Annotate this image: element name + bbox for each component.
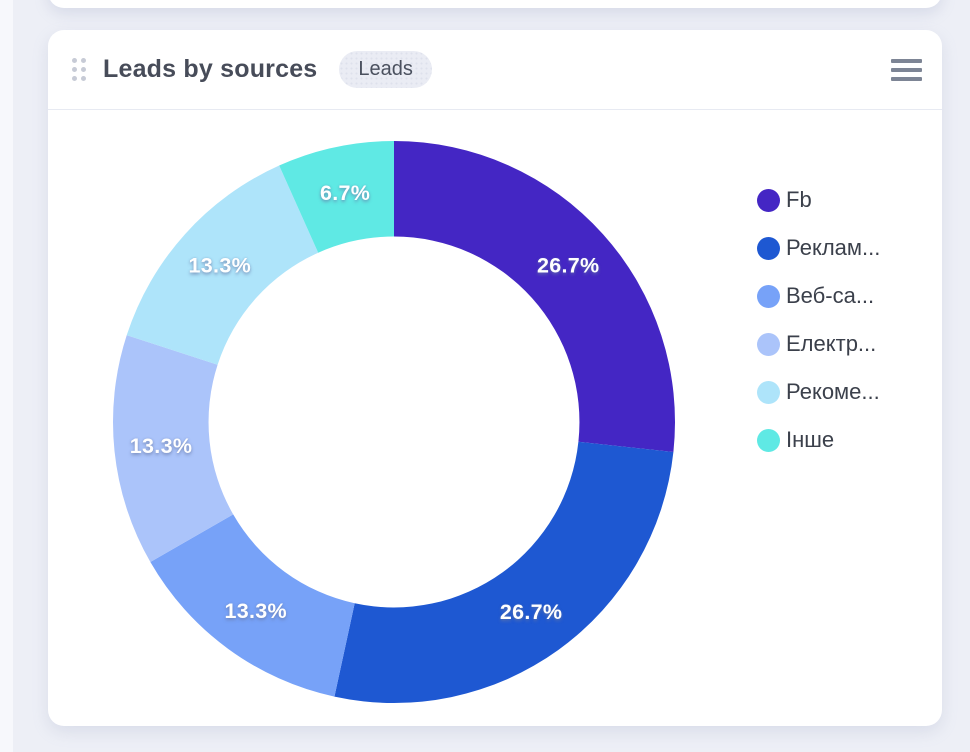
slice-percent-label: 6.7% — [320, 181, 370, 205]
donut-chart-svg[interactable]: 26.7% 26.7% 13.3% 13.3% 13.3% 6.7% — [48, 110, 942, 725]
legend-item[interactable]: Fb — [757, 176, 880, 224]
pie-slice[interactable] — [334, 441, 674, 703]
leads-badge: Leads — [339, 51, 432, 88]
legend-swatch-icon — [757, 236, 780, 260]
legend-item-label: Рекоме... — [786, 379, 880, 404]
page-left-gutter — [0, 0, 13, 752]
legend-item-label: Реклам... — [786, 235, 881, 260]
chart-area: 26.7% 26.7% 13.3% 13.3% 13.3% 6.7% Fb Реклам.… — [48, 110, 942, 725]
previous-card-bottom — [48, 0, 942, 8]
drag-handle-icon[interactable] — [72, 58, 86, 81]
legend-item-label: Веб-са... — [786, 283, 875, 308]
pie-slice[interactable] — [113, 335, 234, 562]
chart-legend: Fb Реклам... Веб-са... Електр... Рекоме.… — [757, 176, 880, 464]
pie-slice[interactable] — [126, 165, 319, 365]
legend-item-label: Електр... — [786, 331, 877, 356]
legend-swatch-icon — [757, 284, 780, 308]
hamburger-menu-icon[interactable] — [889, 53, 924, 87]
legend-swatch-icon — [757, 332, 780, 356]
pie-slice[interactable] — [279, 141, 394, 253]
legend-item[interactable]: Електр... — [757, 320, 880, 368]
legend-item[interactable]: Інше — [757, 416, 880, 464]
legend-item[interactable]: Веб-са... — [757, 272, 880, 320]
pie-slice[interactable] — [150, 514, 355, 697]
slice-percent-label: 26.7% — [500, 600, 562, 624]
legend-item[interactable]: Рекоме... — [757, 368, 880, 416]
slice-percent-label: 13.3% — [224, 599, 286, 623]
widget-title: Leads by sources — [103, 55, 318, 83]
legend-swatch-icon — [757, 428, 780, 452]
legend-swatch-icon — [757, 188, 780, 212]
legend-item[interactable]: Реклам... — [757, 224, 880, 272]
legend-item-label: Інше — [786, 427, 835, 452]
slice-percent-label: 13.3% — [130, 434, 192, 458]
leads-by-sources-widget: Leads by sources Leads 26.7% 26.7% 13.3% 13… — [48, 30, 942, 726]
widget-header: Leads by sources Leads — [48, 30, 942, 110]
pie-slice[interactable] — [394, 141, 675, 452]
slice-percent-label: 13.3% — [189, 253, 251, 277]
slice-percent-label: 26.7% — [537, 253, 599, 277]
legend-item-label: Fb — [786, 187, 812, 212]
legend-swatch-icon — [757, 380, 780, 404]
